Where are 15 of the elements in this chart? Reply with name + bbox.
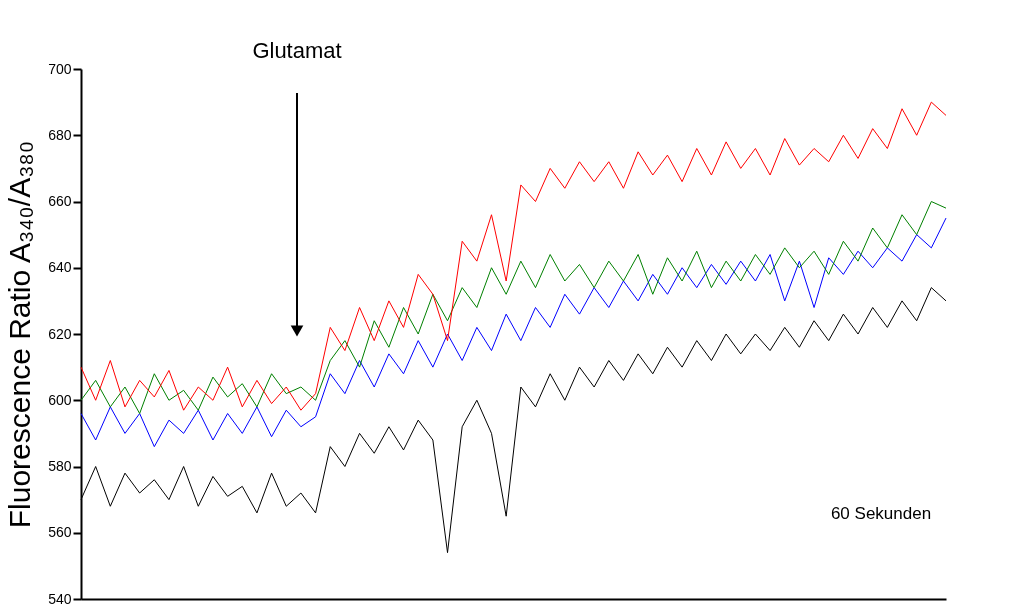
y-tick-label: 640 [48, 259, 72, 276]
y-axis-title: Fluorescence Ratio A₃₄₀/A₃₈₀ [3, 140, 37, 529]
y-tick-label: 620 [48, 325, 72, 342]
y-tick-label: 700 [48, 60, 72, 77]
text: Glutamat [252, 38, 342, 63]
y-tick-label: 660 [48, 193, 72, 209]
y-tick-label: 580 [48, 458, 72, 474]
y-tick-label: 600 [48, 391, 72, 408]
line-series [80, 201, 947, 414]
y-tick-label: 680 [48, 126, 72, 143]
y-tick-label: 560 [48, 524, 72, 541]
annotation: 60 Sekunden [830, 504, 932, 523]
line-series [80, 101, 947, 411]
y-tick-label: 540 [48, 590, 72, 607]
line-series [80, 217, 947, 448]
